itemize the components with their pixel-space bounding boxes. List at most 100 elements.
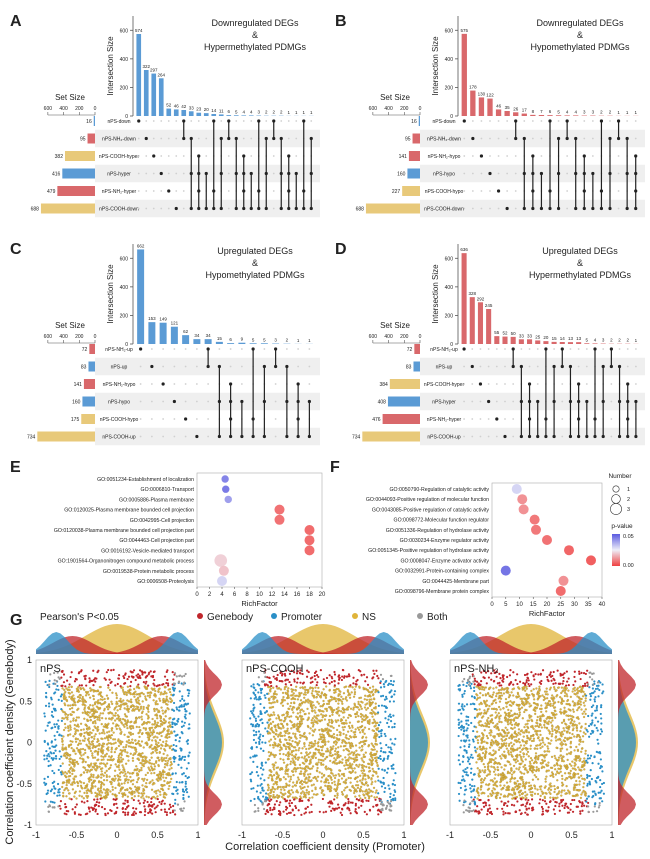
point-promoter (178, 754, 181, 758)
matrix-dot-filled (511, 364, 515, 369)
go-bubble (304, 545, 315, 556)
point-ns (102, 774, 105, 777)
matrix-dot-empty (139, 418, 142, 420)
point-ns (154, 689, 157, 693)
matrix-dot-filled (195, 434, 199, 439)
point-ns (106, 737, 109, 740)
matrix-dot-filled (511, 347, 515, 351)
matrix-dot-filled (616, 136, 621, 141)
point-ns (292, 781, 295, 784)
point-ns (144, 757, 147, 760)
matrix-dot-empty (250, 137, 253, 140)
matrix-dot-filled (601, 434, 605, 439)
intersection-bar-label: 6 (549, 109, 552, 114)
point-promoter (174, 798, 177, 801)
point-ns (333, 794, 337, 798)
intersection-bar-label: 575 (461, 28, 469, 33)
intersection-bar (193, 339, 201, 344)
matrix-dot-empty (195, 365, 198, 368)
matrix-dot-empty (514, 207, 517, 210)
intersection-bar-label: 5 (586, 337, 589, 342)
set-size-value: 83 (81, 365, 87, 371)
point-promoter (188, 689, 191, 692)
point-ns (87, 756, 90, 759)
point-ns (95, 705, 99, 708)
set-name-label: nPS-COOH-up (102, 435, 136, 441)
point-ns (77, 686, 80, 689)
point-ns (160, 706, 163, 709)
point-ns (287, 687, 290, 690)
point-ns (82, 753, 85, 756)
point-genebody (270, 813, 273, 816)
point-ns (152, 729, 155, 732)
point-genebody (115, 802, 118, 805)
point-ns (359, 779, 362, 782)
point-ns (299, 785, 302, 788)
point-ns (288, 746, 291, 749)
matrix-dot-empty (471, 172, 474, 175)
matrix-dot-filled (531, 189, 535, 193)
set-size-value: 16 (411, 119, 417, 125)
point-ns (267, 723, 271, 726)
matrix-dot-empty (528, 365, 531, 368)
intersection-bar-label: 46 (496, 103, 502, 108)
point-ns (154, 743, 158, 746)
point-promoter (180, 682, 183, 685)
point-ns (91, 704, 94, 707)
point-promoter (175, 706, 178, 709)
point-ns (274, 795, 277, 799)
point-ns (327, 699, 330, 702)
point-promoter (181, 788, 185, 791)
point-ns (125, 778, 128, 781)
point-ns (295, 707, 299, 710)
point-genebody (165, 813, 169, 817)
point-ns (96, 788, 100, 792)
point-ns (89, 719, 92, 722)
matrix-dot-empty (471, 120, 474, 122)
point-ns (126, 781, 130, 784)
matrix-dot-empty (479, 418, 482, 420)
point-ns (343, 722, 347, 725)
point-ns (150, 762, 154, 765)
point-genebody (352, 676, 355, 679)
point-genebody (352, 682, 355, 685)
set-size-bar (64, 151, 95, 161)
point-genebody (340, 813, 344, 817)
point-ns (316, 722, 319, 725)
point-ns (104, 763, 107, 766)
point-ns (289, 760, 293, 763)
point-genebody (328, 674, 331, 677)
point-ns (334, 750, 337, 753)
point-ns (151, 779, 154, 782)
matrix-dot-filled (519, 364, 523, 369)
point-ns (166, 698, 169, 702)
point-ns (288, 707, 291, 711)
point-ns (366, 721, 370, 724)
matrix-dot-empty (280, 120, 283, 122)
point-ns (138, 744, 141, 747)
matrix-dot-empty (207, 383, 210, 385)
point-genebody (135, 807, 138, 810)
set-size-bar (40, 203, 95, 214)
matrix-dot-empty (227, 155, 230, 157)
matrix-dot-empty (566, 190, 569, 192)
matrix-dot-filled (309, 136, 313, 141)
point-ns (374, 780, 377, 783)
point-both (55, 679, 58, 683)
point-promoter (49, 800, 52, 803)
point-ns (61, 743, 64, 746)
point-ns (74, 790, 77, 793)
point-ns (309, 700, 312, 703)
point-ns (140, 715, 143, 718)
point-ns (299, 704, 302, 707)
point-ns (306, 698, 310, 701)
matrix-dot-empty (175, 137, 178, 140)
point-ns (362, 793, 365, 796)
point-ns (342, 749, 345, 752)
point-ns (151, 739, 154, 742)
go-x-tick-label: 10 (256, 592, 263, 598)
point-ns (273, 755, 276, 759)
point-ns (147, 704, 150, 707)
point-ns (303, 686, 307, 689)
